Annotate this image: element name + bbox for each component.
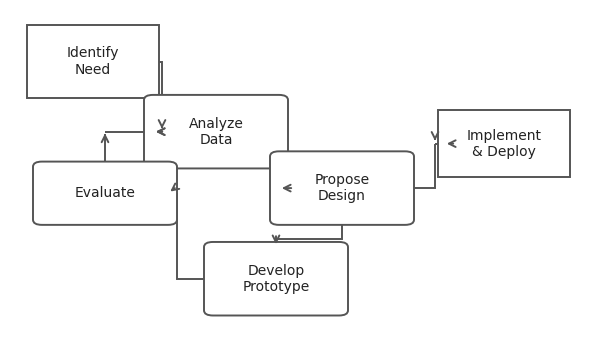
Text: Implement
& Deploy: Implement & Deploy [467, 129, 542, 159]
FancyBboxPatch shape [270, 151, 414, 225]
Text: Identify
Need: Identify Need [67, 47, 119, 77]
Text: Propose
Design: Propose Design [314, 173, 370, 203]
FancyBboxPatch shape [33, 162, 177, 225]
FancyBboxPatch shape [438, 110, 570, 177]
FancyBboxPatch shape [204, 242, 348, 315]
Text: Analyze
Data: Analyze Data [188, 117, 244, 147]
FancyBboxPatch shape [144, 95, 288, 169]
FancyBboxPatch shape [27, 25, 159, 98]
Text: Evaluate: Evaluate [74, 186, 136, 200]
Text: Develop
Prototype: Develop Prototype [242, 264, 310, 294]
